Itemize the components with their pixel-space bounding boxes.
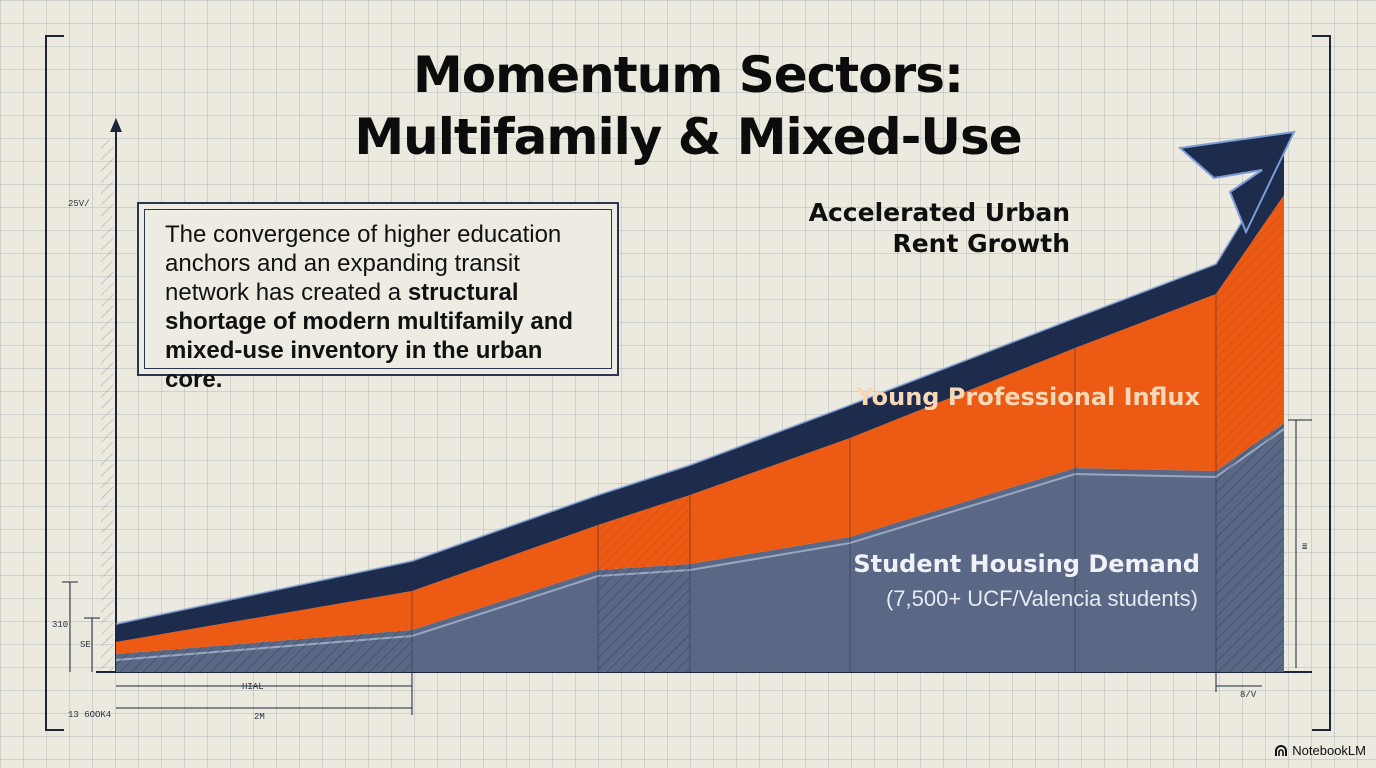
bottom-left-mark: 13 6OOK4 [68, 710, 112, 720]
series-sublabel-students: (7,500+ UCF/Valencia students) [885, 586, 1198, 611]
dimension-label-1: HIAL [242, 682, 264, 692]
hatch-panel [1216, 423, 1284, 672]
brand-watermark: NotebookLM [1274, 743, 1366, 758]
insight-callout: The convergence of higher education anch… [137, 202, 619, 393]
area-young-professional [116, 195, 1284, 654]
hatch-panel [1216, 195, 1284, 471]
callout-bold-text: structural shortage of modern multifamil… [165, 279, 574, 393]
dimension-label-2: 2M [254, 712, 265, 722]
left-mark-b: SE [80, 640, 91, 650]
rent-label-line-2: Rent Growth [892, 229, 1070, 258]
area-student-housing [116, 423, 1284, 672]
dimension-marks [62, 419, 1312, 715]
dimension-label-right: 8/V [1240, 690, 1257, 700]
y-axis-stipple [101, 140, 113, 672]
student-highlight-line [115, 428, 1285, 661]
rent-glow-line [115, 152, 1285, 625]
segment-guides [411, 294, 1217, 672]
series-label-rent-growth: Accelerated Urban Rent Growth [809, 197, 1070, 259]
series-label-student-housing: Student Housing Demand [853, 550, 1200, 578]
title-line-2: Multifamily & Mixed-Use [354, 108, 1022, 166]
page-title: Momentum Sectors: Multifamily & Mixed-Us… [0, 44, 1376, 168]
callout-text: The convergence of higher education anch… [165, 221, 562, 306]
rent-label-line-1: Accelerated Urban [808, 198, 1070, 227]
left-mark-a: 310 [52, 620, 69, 630]
series-label-young-professional: Young Professional Influx [856, 383, 1200, 411]
area-layers [115, 152, 1285, 672]
axis-top-mark: 25V/ [68, 199, 90, 209]
brand-text: NotebookLM [1292, 743, 1366, 758]
hatch-panel [598, 564, 690, 672]
title-line-1: Momentum Sectors: [413, 46, 964, 104]
frame-corners [45, 35, 1331, 731]
notebooklm-logo-icon [1275, 744, 1288, 756]
trend-arrow-head [1177, 130, 1296, 235]
right-mid-mark: ≣ [1302, 542, 1308, 552]
hatch-panel [116, 630, 412, 672]
y-axis-arrow [110, 118, 122, 132]
hatch-panel [598, 495, 690, 570]
